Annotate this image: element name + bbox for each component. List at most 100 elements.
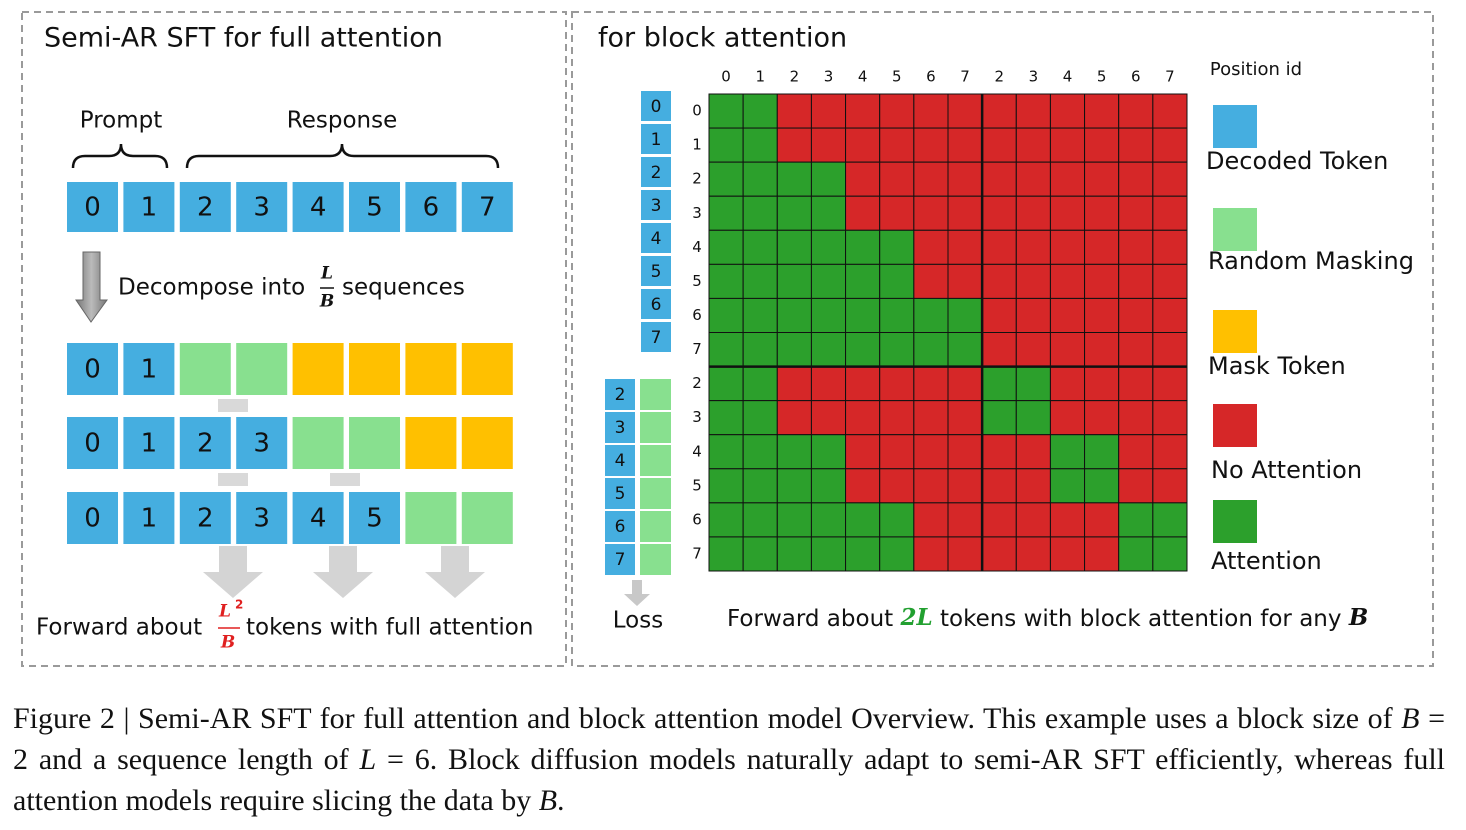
column-position-label: 3 [824,68,834,86]
attention-cell [742,127,778,163]
attention-cell [708,434,744,470]
sequence-token-label: 0 [84,504,101,534]
sequence-token-label: 2 [197,429,214,459]
prompt-brace [71,143,169,169]
attention-cell [845,536,881,572]
attention-cell [845,332,881,368]
attention-cell [947,434,983,470]
attention-cell [981,161,1017,197]
attention-cell [1118,366,1154,402]
attention-cell [981,400,1017,436]
row-position-label: 6 [692,510,702,528]
attention-cell [1049,195,1086,231]
attention-cell [708,127,744,163]
attention-cell [879,332,915,368]
attention-cell [1084,366,1120,402]
right-panel-border [571,11,1434,667]
column-position-label: 1 [755,68,765,86]
sequence-token [236,343,288,395]
noisy-position [605,544,635,575]
attention-cell [810,297,847,333]
row-position-label: 2 [692,170,702,188]
sequence-token [179,492,231,544]
sequence-token [461,492,513,544]
attention-cell [810,468,847,504]
attention-cell [810,332,847,368]
attention-cell [947,195,983,231]
sequence-token-label: 0 [84,355,101,385]
attention-cell [947,263,983,299]
attention-cell [742,536,778,572]
column-position-label: 3 [1029,68,1039,86]
legend-swatch [1213,404,1257,447]
fraction-numerator: L [320,264,333,284]
attention-cell [1049,400,1086,436]
attention-cell [776,332,812,368]
attention-cell [879,400,915,436]
attention-cell [708,468,744,504]
token-label: 1 [141,193,158,223]
attention-cell [913,195,949,231]
attention-cell [810,434,847,470]
attention-cell [1015,93,1051,129]
attention-cell [776,263,812,299]
decoded-token-label: 6 [651,295,662,315]
decoded-token-label: 1 [651,130,662,150]
attention-cell [981,263,1017,299]
caption-var: L [359,743,377,776]
block-forward-prefix: Forward about [727,606,893,632]
attention-cell [1152,297,1188,333]
attention-cell [1152,434,1188,470]
column-position-label: 4 [1063,68,1073,86]
block-forward-text: Forward about 2L tokens with block atten… [727,604,1368,632]
attention-cell [947,536,983,572]
attention-cell [708,502,744,538]
attention-cell [845,400,881,436]
attention-cell [913,502,949,538]
caption-var: B [538,784,558,817]
caption: Figure 2 | Semi-AR SFT for full attentio… [13,698,1445,821]
forward-numerator: L [218,602,231,622]
noisy-token-label: 4 [615,451,626,471]
sequence-token [179,417,231,469]
attention-cell [1118,297,1154,333]
attention-cell [1118,93,1154,129]
attention-cell [1049,502,1086,538]
column-position-label: 7 [960,68,970,86]
attention-cell [1049,332,1086,368]
sequence-token [236,492,288,544]
attention-cell [1118,536,1154,572]
attention-cell [981,195,1017,231]
sequence-token [461,343,513,395]
attention-cell [1152,263,1188,299]
attention-cell [742,229,778,265]
attention-cell [981,127,1017,163]
attention-cell [981,434,1017,470]
token-label: 3 [253,193,270,223]
attention-cell [1084,263,1120,299]
noisy-token-label: 6 [615,517,626,537]
attention-cell [913,468,949,504]
masked-token [640,544,671,575]
attention-cell [776,127,812,163]
attention-cell [845,229,881,265]
attention-cell [708,93,744,129]
attention-cell [742,366,778,402]
attention-cell [1015,161,1051,197]
noisy-token-label: 3 [615,418,626,438]
attention-cell [810,195,847,231]
sequence-token-label: 4 [310,504,327,534]
legend-title: Position id [1210,59,1302,80]
response-brace [185,143,500,169]
attention-cell [879,366,915,402]
attention-cell [913,263,949,299]
attention-cell [776,366,812,402]
decompose-arrow [75,251,108,323]
decompose-suffix: sequences [342,275,465,301]
attention-cell [810,93,847,129]
sequence-token-label: 3 [253,504,270,534]
token [179,182,231,232]
attention-cell [1152,229,1188,265]
attention-cell [845,502,881,538]
attention-cell [1118,263,1154,299]
